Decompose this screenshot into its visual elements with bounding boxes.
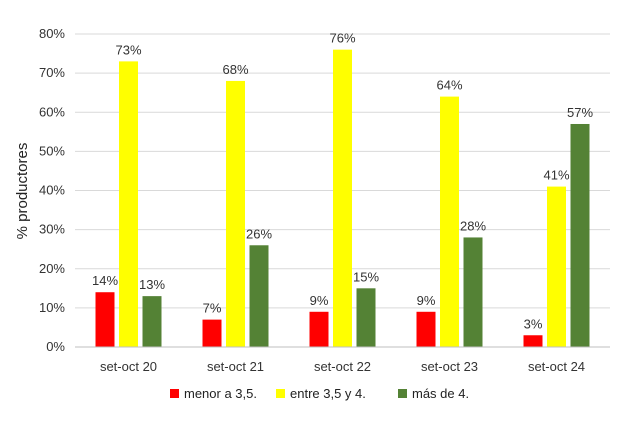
bar [202, 319, 222, 347]
x-tick-label: set-oct 24 [528, 359, 585, 374]
legend-swatch [276, 389, 285, 398]
bar [333, 49, 352, 348]
data-label: 68% [222, 62, 248, 77]
data-label: 76% [329, 31, 355, 46]
data-labels: 14% 73% 13% 7% 68% 26% 9% 76% 15% 9% 64% 28% 3% 41% 57… [92, 31, 593, 332]
bar [309, 311, 329, 347]
bar [356, 288, 376, 347]
x-tick-label: set-oct 22 [314, 359, 371, 374]
bar [416, 311, 436, 347]
bar [95, 292, 115, 347]
bar [249, 245, 269, 347]
data-label: 9% [310, 293, 329, 308]
y-tick-label: 30% [39, 222, 65, 237]
data-label: 14% [92, 273, 118, 288]
data-label: 73% [115, 42, 141, 57]
x-axis-ticks: set-oct 20 set-oct 21 set-oct 22 set-oct 23… [100, 359, 585, 374]
bar [440, 96, 459, 347]
y-tick-label: 40% [39, 183, 65, 198]
bar [119, 61, 138, 347]
y-tick-label: 70% [39, 65, 65, 80]
data-label: 9% [417, 293, 436, 308]
bar [570, 123, 590, 347]
legend-swatch [398, 389, 407, 398]
y-tick-label: 0% [46, 339, 65, 354]
legend: menor a 3,5. entre 3,5 y 4. más de 4. [170, 386, 469, 401]
legend-label: entre 3,5 y 4. [290, 386, 366, 401]
bars [95, 49, 590, 348]
data-label: 26% [246, 226, 272, 241]
y-tick-label: 50% [39, 143, 65, 158]
data-label: 7% [203, 301, 222, 316]
data-label: 3% [524, 316, 543, 331]
bar [142, 296, 162, 347]
data-label: 41% [543, 168, 569, 183]
y-tick-label: 80% [39, 26, 65, 41]
y-axis-ticks: 0% 10% 20% 30% 40% 50% 60% 70% 80% [39, 26, 65, 354]
y-axis-title: % productores [14, 143, 31, 240]
x-tick-label: set-oct 20 [100, 359, 157, 374]
x-tick-label: set-oct 21 [207, 359, 264, 374]
legend-label: más de 4. [412, 386, 469, 401]
data-label: 15% [353, 269, 379, 284]
data-label: 57% [567, 105, 593, 120]
bar [463, 237, 483, 347]
bar [226, 80, 245, 347]
data-label: 64% [436, 78, 462, 93]
bar [547, 186, 566, 347]
x-tick-label: set-oct 23 [421, 359, 478, 374]
y-tick-label: 20% [39, 261, 65, 276]
bar [523, 335, 543, 347]
legend-label: menor a 3,5. [184, 386, 257, 401]
data-label: 28% [460, 218, 486, 233]
y-tick-label: 60% [39, 104, 65, 119]
legend-swatch [170, 389, 179, 398]
y-tick-label: 10% [39, 300, 65, 315]
data-label: 13% [139, 277, 165, 292]
